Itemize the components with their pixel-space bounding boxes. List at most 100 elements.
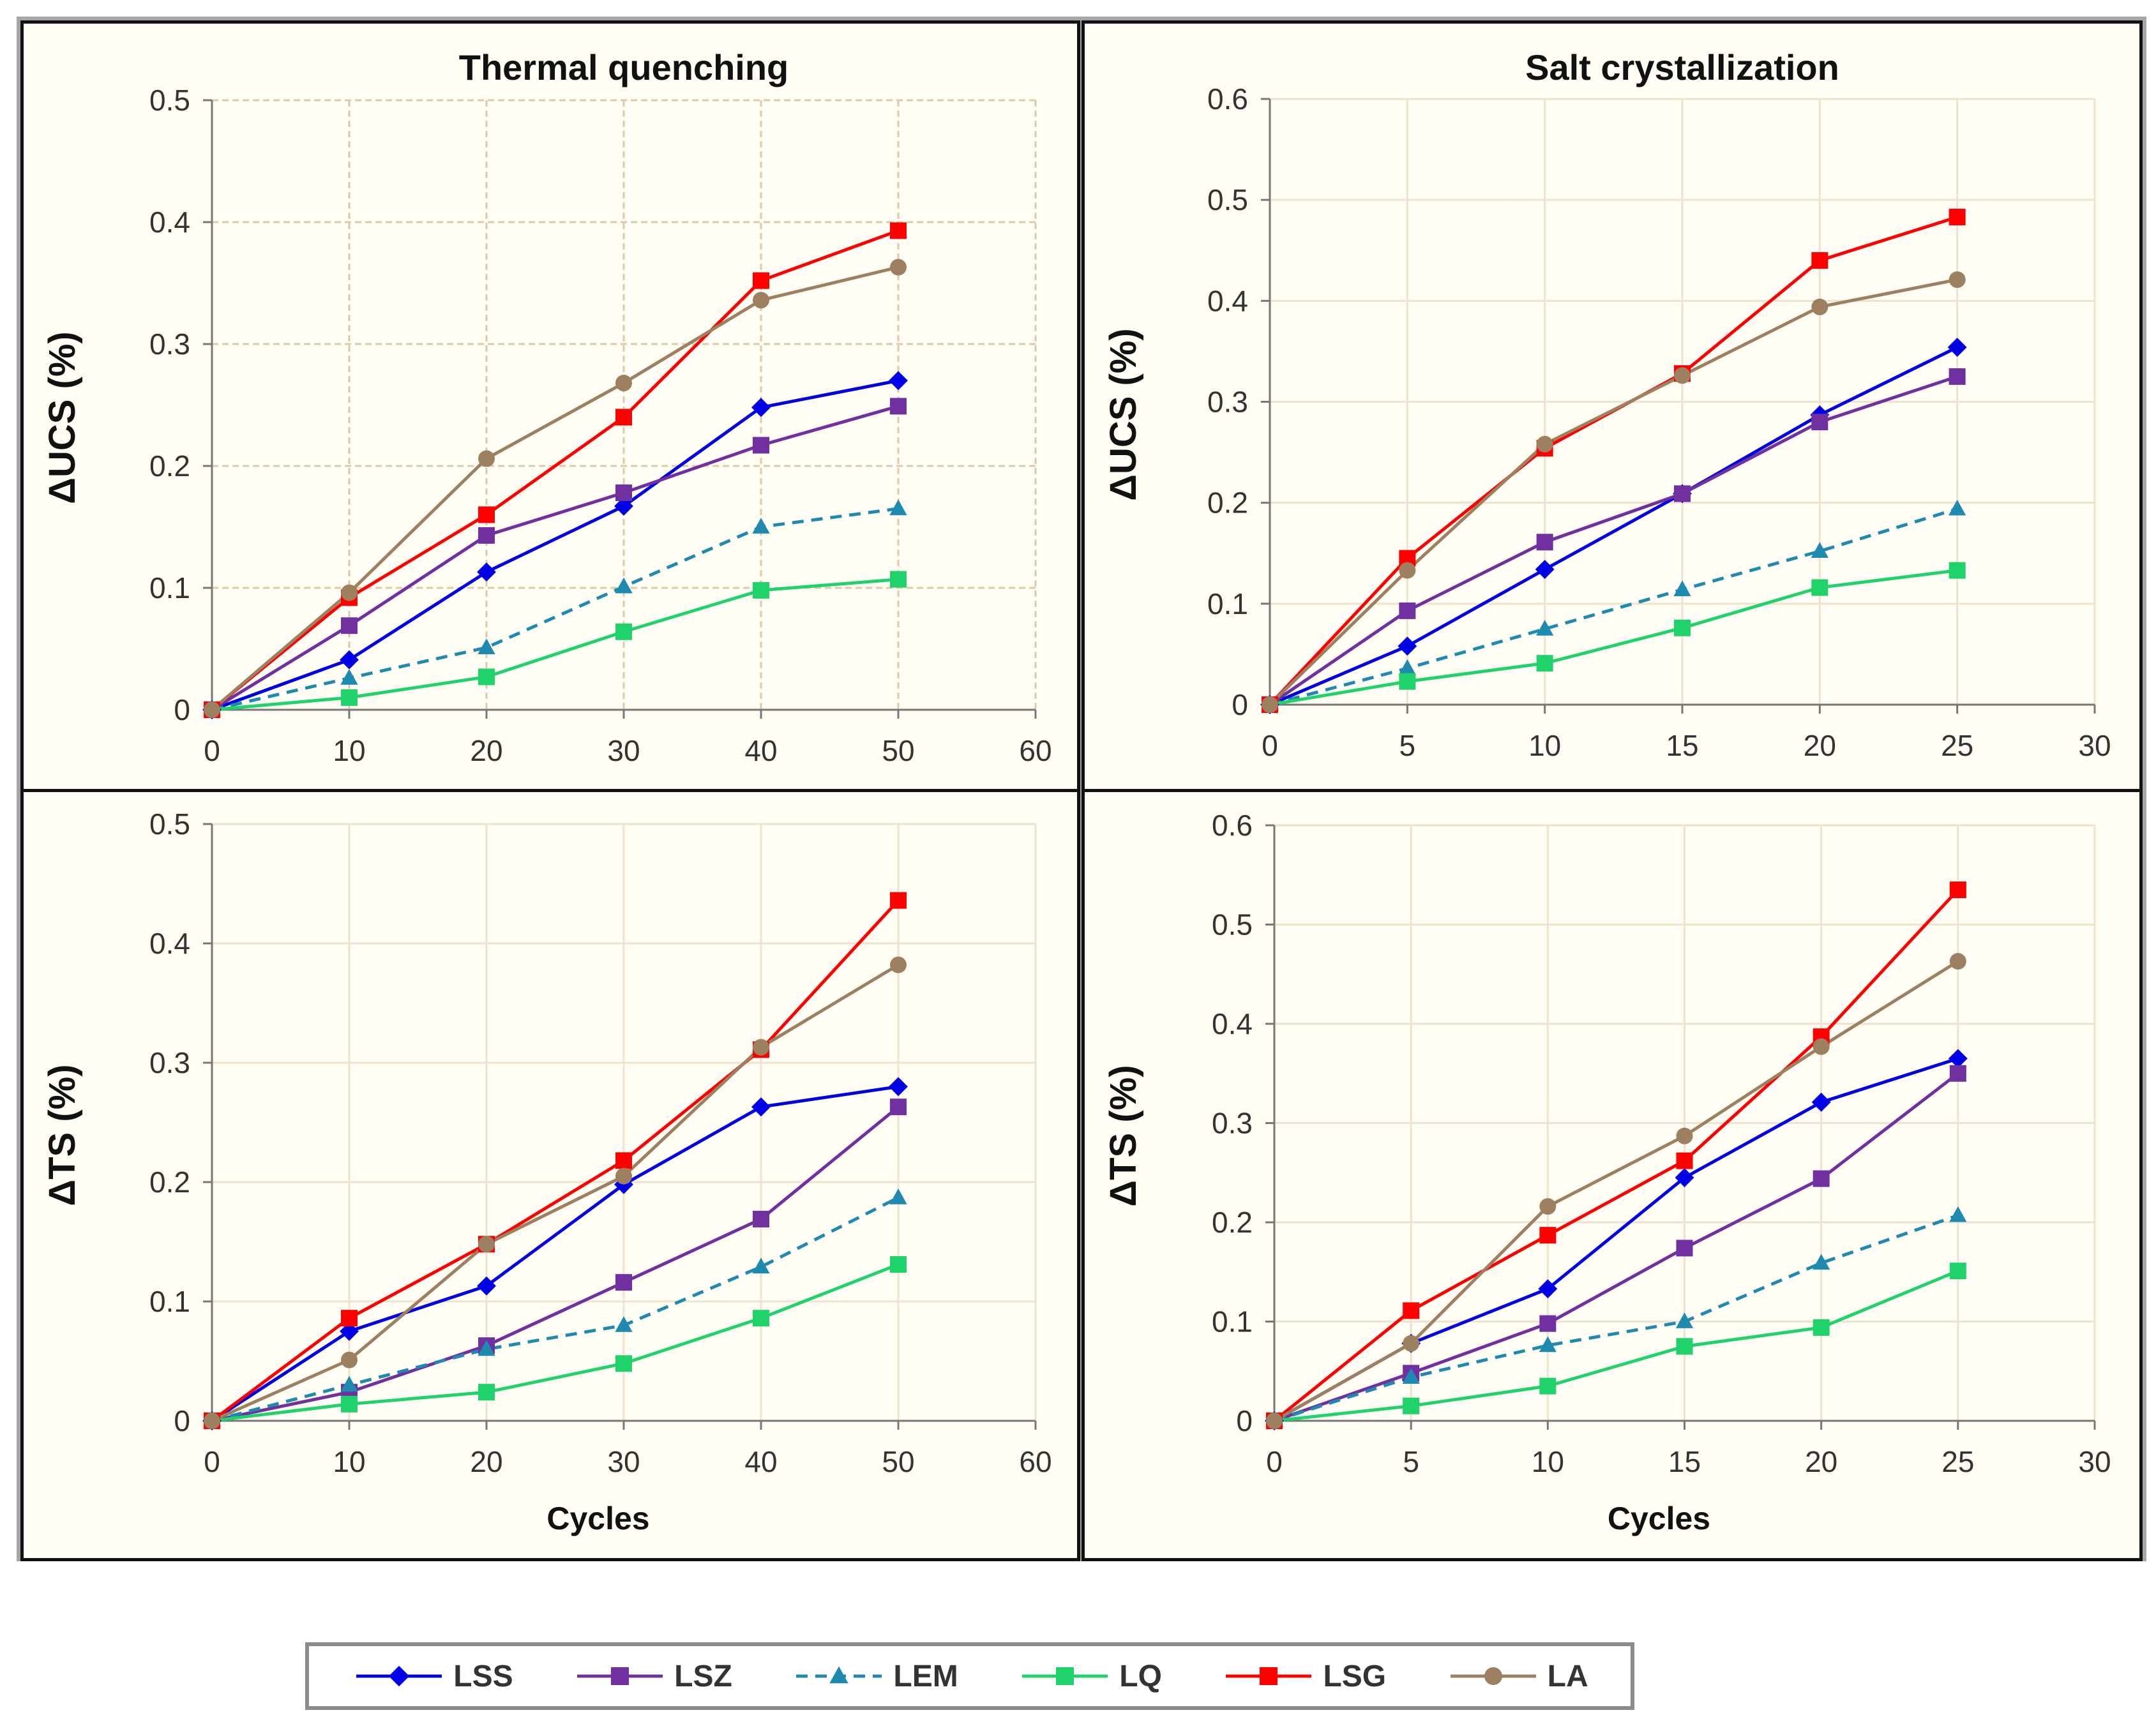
data-point-lsg xyxy=(890,892,907,909)
data-point-lq xyxy=(1676,1338,1693,1355)
data-point-lsz xyxy=(753,1210,769,1227)
data-point-lsg xyxy=(1676,1152,1693,1169)
x-axis-label: Cycles xyxy=(1608,1501,1710,1536)
y-tick-label: 0.6 xyxy=(1212,809,1253,842)
y-tick-label: 0.3 xyxy=(149,327,190,361)
data-point-la xyxy=(1813,1038,1830,1055)
series-line-lsg xyxy=(211,229,899,711)
series-line-lq xyxy=(211,578,899,712)
x-tick-label: 10 xyxy=(1528,729,1561,762)
legend-label: LSZ xyxy=(674,1659,732,1693)
data-point-la xyxy=(1266,1413,1283,1429)
series-markers-lem xyxy=(203,499,907,717)
data-point-lsz xyxy=(1674,485,1691,502)
series-markers-la xyxy=(204,956,907,1429)
data-point-lss xyxy=(751,1097,771,1117)
data-point-la xyxy=(615,1167,632,1185)
y-tick-label: 0 xyxy=(174,693,190,726)
x-tick-label: 20 xyxy=(470,734,502,767)
data-point-la xyxy=(1949,953,1966,970)
data-point-lem xyxy=(615,1316,633,1332)
y-tick-label: 0.6 xyxy=(1207,82,1248,116)
series-markers-lsz xyxy=(1262,368,1966,713)
legend-label: LQ xyxy=(1119,1659,1162,1693)
data-point-lq xyxy=(615,1355,632,1372)
legend-label: LEM xyxy=(893,1659,958,1693)
data-point-la xyxy=(1676,1127,1693,1144)
series-markers-la xyxy=(204,259,907,718)
data-point-la xyxy=(341,584,358,601)
data-point-lss xyxy=(477,562,496,582)
series-line-la xyxy=(211,266,899,711)
legend-swatch xyxy=(1450,1667,1536,1685)
series-line-lsz xyxy=(211,1106,900,1423)
data-point-la xyxy=(1399,562,1416,579)
data-point-lem xyxy=(1675,1312,1694,1328)
x-tick-label: 10 xyxy=(1532,1445,1564,1478)
series-markers-lsz xyxy=(1266,1065,1966,1429)
x-tick-label: 15 xyxy=(1668,1445,1701,1478)
gridlines xyxy=(1270,98,2096,705)
data-point-lsz xyxy=(615,1274,632,1291)
series-line-lem xyxy=(211,507,899,712)
data-point-lsz xyxy=(753,437,769,454)
data-point-lq xyxy=(478,668,495,686)
data-point-lss xyxy=(889,1077,908,1097)
x-tick-label: 15 xyxy=(1666,729,1698,762)
legend: LSS LSZ LEM LQ LSG LA xyxy=(305,1642,1634,1710)
data-point-lem xyxy=(340,1375,358,1392)
y-axis-label: ΔTS (%) xyxy=(41,1064,83,1206)
y-tick-label: 0.2 xyxy=(149,449,190,483)
x-tick-label: 60 xyxy=(1019,1445,1052,1478)
panel-salt-crystallization-ucs: 0 0.1 0.2 0.3 0.4 0.5 0.6 0 5 10 15 20 25 30 Salt crys… xyxy=(1082,20,2143,793)
data-point-lq xyxy=(341,1395,358,1413)
data-point-lq xyxy=(1949,1263,1966,1280)
data-point-lsz xyxy=(1949,1065,1966,1082)
data-point-la xyxy=(1949,271,1966,289)
series-line-lss xyxy=(1269,345,1958,707)
data-point-lsz xyxy=(1399,602,1416,619)
series-line-lsz xyxy=(1274,1072,1959,1423)
y-tick-label: 0.1 xyxy=(1212,1305,1253,1338)
data-point-lq xyxy=(478,1384,495,1401)
data-point-lq xyxy=(1399,673,1416,690)
x-tick-label: 0 xyxy=(1262,729,1278,762)
data-point-lem xyxy=(1402,1368,1420,1384)
data-point-lsg xyxy=(478,506,495,523)
data-point-lss xyxy=(1535,560,1555,580)
series-markers-lsg xyxy=(204,222,907,718)
data-point-lq xyxy=(890,1256,907,1273)
chart-title: Thermal quenching xyxy=(459,47,789,87)
series-markers-lem xyxy=(1265,1206,1967,1428)
chart-svg: 0 0.1 0.2 0.3 0.4 0.5 0 10 20 30 40 50 60 ΔTS (%) Cycl… xyxy=(41,807,1052,1536)
data-point-lsz xyxy=(615,484,632,502)
series-line-lem xyxy=(1269,507,1958,707)
series-line-lq xyxy=(1269,569,1957,707)
y-axis-label: ΔUCS (%) xyxy=(41,331,83,504)
data-point-la xyxy=(1674,367,1691,384)
legend-entry-lem: LEM xyxy=(791,1659,958,1694)
x-tick-label: 30 xyxy=(607,734,640,767)
legend-entry-lss: LSS xyxy=(351,1659,513,1694)
series-line-lss xyxy=(211,379,899,712)
legend-entry-la: LA xyxy=(1445,1659,1588,1694)
data-point-lq xyxy=(1403,1397,1420,1414)
series-markers-lq xyxy=(204,1256,907,1429)
y-tick-label: 0.2 xyxy=(1212,1206,1253,1239)
y-tick-label: 0.5 xyxy=(149,807,190,841)
data-point-lsg xyxy=(890,222,907,239)
data-point-la xyxy=(753,292,769,309)
data-point-lss xyxy=(1538,1279,1558,1299)
data-point-lsz xyxy=(1536,534,1553,551)
gridlines xyxy=(1274,824,2096,1421)
series-line-la xyxy=(1269,278,1958,706)
data-point-lss xyxy=(340,650,359,670)
legend-marker xyxy=(1056,1667,1074,1685)
panel-salt-crystallization-ts: 0 0.1 0.2 0.3 0.4 0.5 0.6 0 5 10 15 20 25 30 ΔTS (%) Cy… xyxy=(1082,789,2143,1561)
data-point-lem xyxy=(889,1188,907,1204)
data-point-la xyxy=(1262,696,1278,713)
data-point-lem xyxy=(1949,1206,1967,1222)
data-point-lsz xyxy=(1811,414,1828,431)
data-point-lem xyxy=(1811,542,1828,558)
data-point-lq xyxy=(890,571,907,588)
